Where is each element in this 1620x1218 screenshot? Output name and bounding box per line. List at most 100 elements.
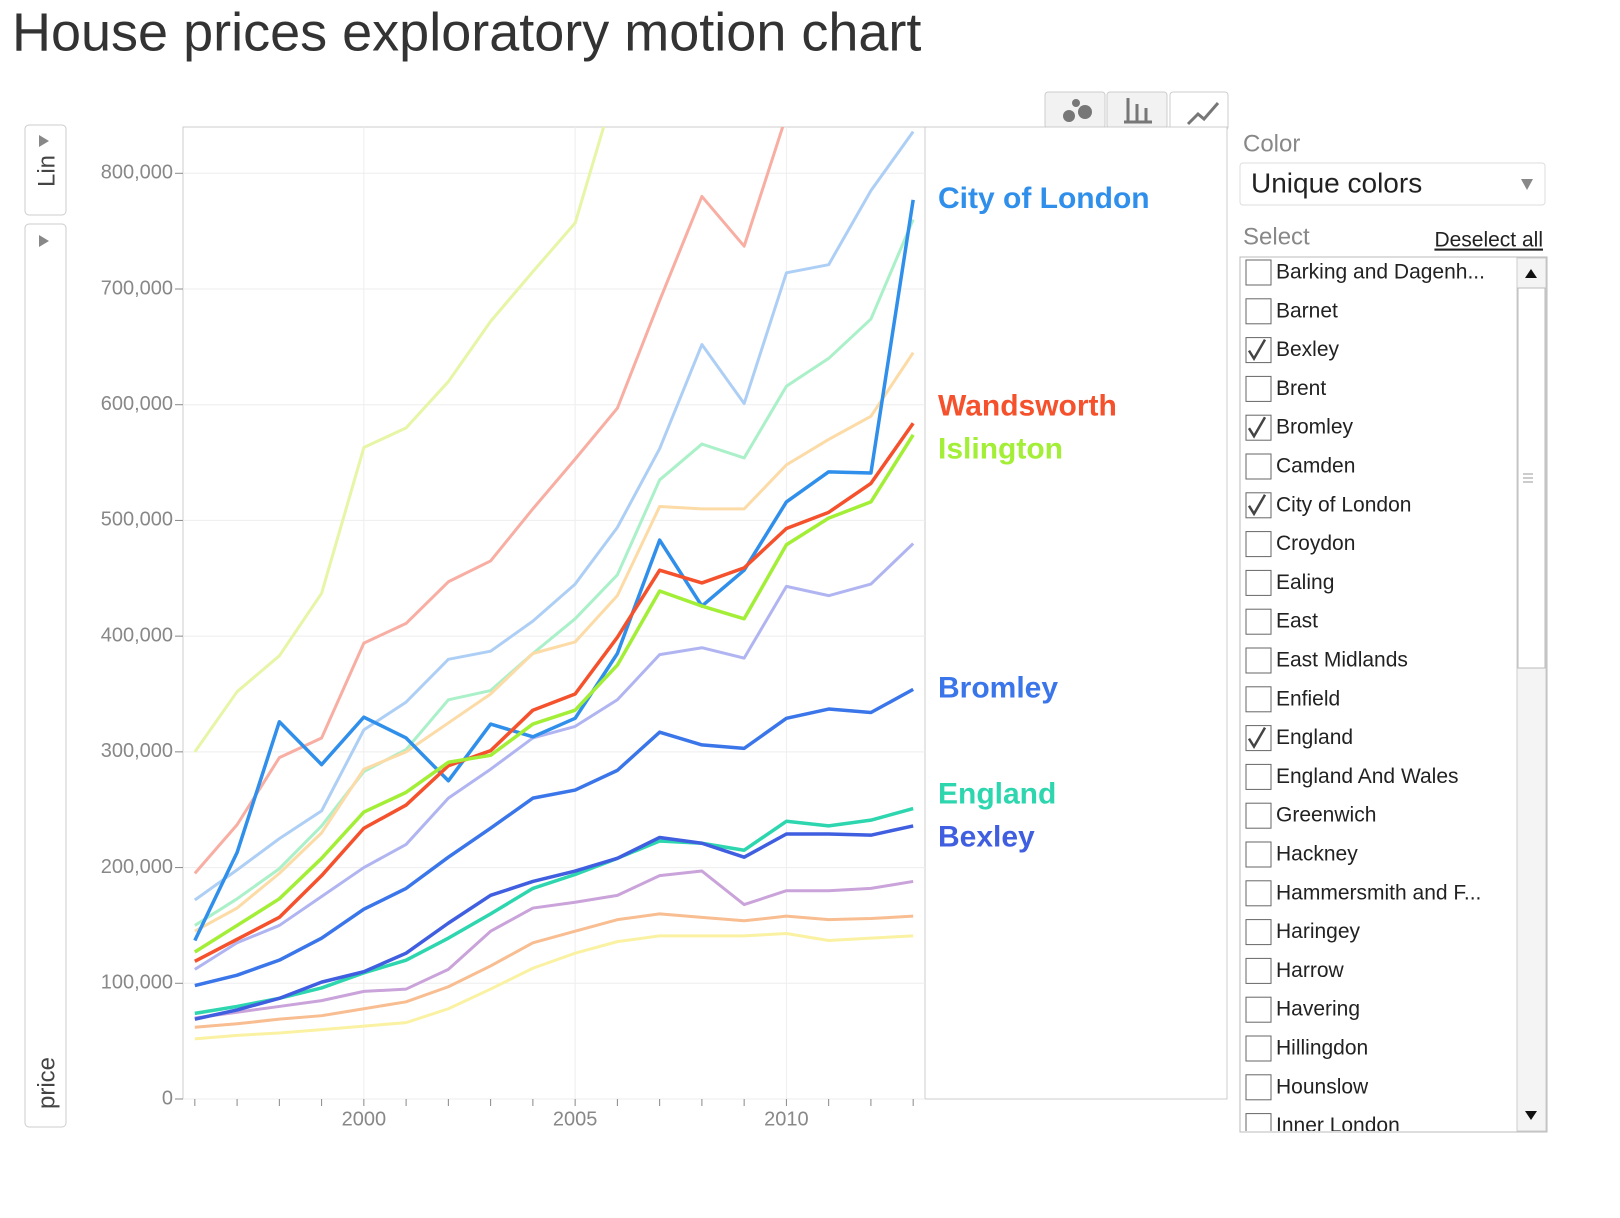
line [194,932,914,1041]
checkbox[interactable] [1245,841,1272,868]
checkbox[interactable] [1245,802,1272,829]
y-tick-label: 500,000 [101,509,173,531]
select-item[interactable]: Camden [1276,455,1355,478]
tab-icon [1072,99,1080,107]
select-item[interactable]: Barking and Dagenh... [1276,261,1485,284]
y-tick-label: 600,000 [101,393,173,415]
select-item[interactable]: East [1276,610,1318,633]
checkbox[interactable] [1245,1113,1272,1139]
line [193,127,785,875]
series-label: City of London [938,182,1150,215]
select-item[interactable]: Enfield [1276,687,1340,710]
scale-label: Lin [33,155,60,187]
series-label: Bexley [938,821,1035,854]
y-tick-label: 200,000 [101,856,173,878]
line [193,127,606,753]
checkbox[interactable] [1245,957,1272,984]
line-labels: City of London Wandsworth Islington Bromley… [938,182,1150,854]
select-item[interactable]: Bexley [1276,338,1340,361]
line [194,218,915,927]
select-item[interactable]: Hackney [1276,843,1358,866]
checkbox[interactable] [1245,375,1272,402]
line [193,433,915,954]
line-tab[interactable] [1169,91,1229,131]
checkbox[interactable] [1245,1074,1272,1101]
scroll-up[interactable] [1525,269,1537,278]
chart-title: House prices exploratory motion chart [12,2,921,62]
tab-icon [1124,98,1152,124]
select-item[interactable]: Ealing [1276,571,1334,594]
line [194,542,915,971]
select-item[interactable]: Croydon [1276,532,1355,555]
select-item[interactable]: Brent [1276,377,1326,400]
checkbox[interactable] [1245,1035,1272,1062]
line [193,199,915,942]
scale-button[interactable] [24,124,67,216]
x-tick-label: 2005 [553,1108,598,1130]
y-tick-label: 700,000 [101,277,173,299]
checkbox[interactable] [1245,298,1272,325]
y-axis-selector[interactable] [24,223,67,1128]
line [194,869,914,1020]
select-item[interactable]: England And Wales [1276,765,1459,788]
checkbox[interactable] [1245,647,1272,674]
tab-icon [1063,110,1075,122]
color-choice: Unique colors [1251,167,1422,198]
select-item[interactable]: Hammersmith and F... [1276,881,1481,904]
color-dropdown[interactable] [1239,162,1546,206]
line [194,806,914,1016]
checkbox[interactable] [1245,259,1272,286]
select-item[interactable]: Greenwich [1276,804,1376,827]
checkbox[interactable] [1245,880,1272,907]
select-item[interactable]: Inner London [1276,1114,1400,1137]
checkbox[interactable] [1245,569,1272,596]
checkmark [1247,726,1267,750]
chart-type-tabs [1044,91,1229,131]
lines [193,127,915,1041]
checkbox[interactable] [1245,453,1272,480]
series-label: Bromley [938,671,1058,704]
select-item[interactable]: England [1276,726,1353,749]
y-tick-label: 0 [162,1087,173,1109]
x-tick-label: 2000 [342,1108,387,1130]
select-item[interactable]: City of London [1276,493,1411,516]
line [194,351,915,933]
checkmark [1247,494,1267,517]
tab-icon [1186,102,1220,126]
x-tick-label: 2010 [764,1108,809,1130]
plot-frame [182,126,1228,1100]
checkbox[interactable] [1245,763,1272,790]
y-tick-label: 800,000 [101,162,173,184]
series-label: Wandsworth [938,389,1117,422]
checkbox[interactable] [1245,608,1272,635]
y-tick-label: 400,000 [101,624,173,646]
scroll-grip [1523,473,1533,483]
select-item[interactable]: Harrow [1276,959,1345,982]
line [194,824,914,1021]
dropdown-arrow [1521,179,1533,190]
select-item[interactable]: Bromley [1276,416,1354,439]
select-label: Select [1243,223,1310,250]
scrollbar [1516,257,1547,1132]
select-item[interactable]: Barnet [1276,299,1338,322]
select-item[interactable]: Haringey [1276,920,1361,943]
select-item[interactable]: Hillingdon [1276,1037,1368,1060]
line [194,912,914,1029]
bubble-tab[interactable] [1044,91,1106,129]
checkbox[interactable] [1245,919,1272,946]
deselect-all[interactable]: Deselect all [1434,229,1543,252]
select-item[interactable]: Hounslow [1276,1075,1369,1098]
line [194,422,915,963]
checkmark [1247,416,1267,439]
tab-icon [1078,105,1092,119]
select-item[interactable]: Havering [1276,998,1360,1021]
scroll-down[interactable] [1525,1111,1537,1120]
y-axis-label: price [33,1057,60,1109]
select-item[interactable]: East Midlands [1276,649,1408,672]
checkbox[interactable] [1245,531,1272,558]
y-tick-label: 300,000 [101,740,173,762]
checkbox[interactable] [1245,996,1272,1023]
checkbox[interactable] [1245,686,1272,713]
y-tick-label: 100,000 [101,972,173,994]
